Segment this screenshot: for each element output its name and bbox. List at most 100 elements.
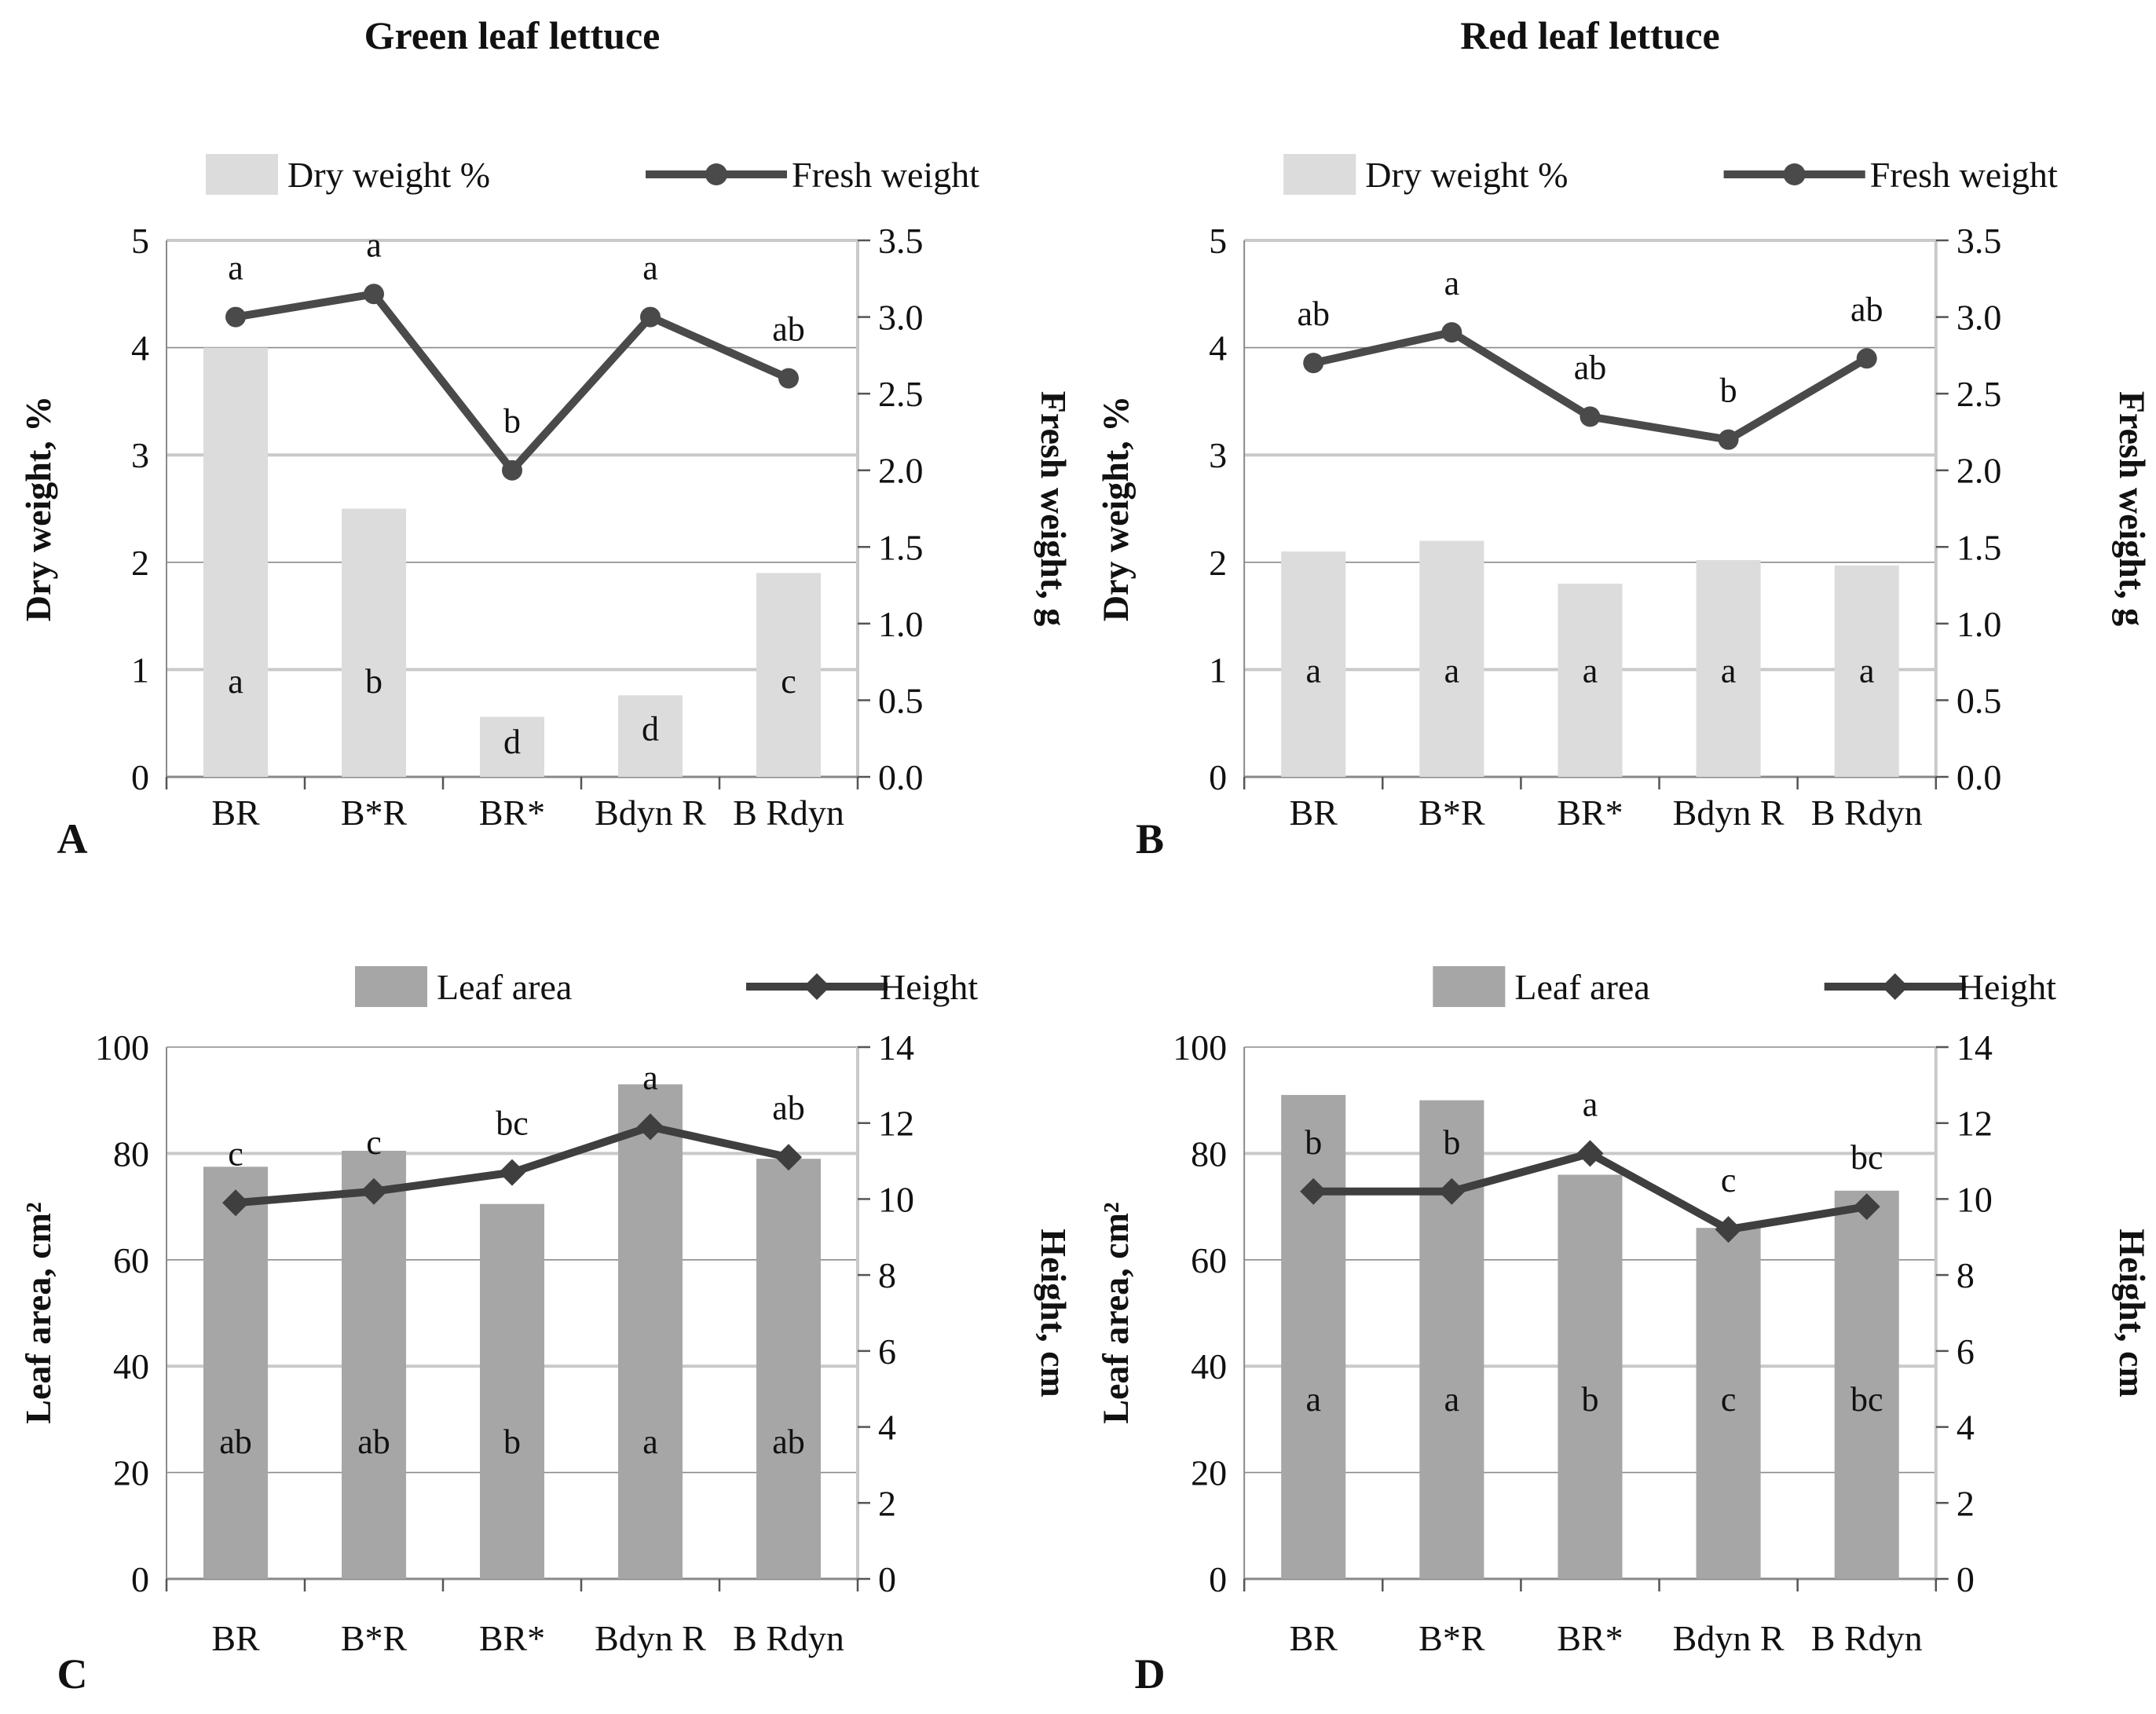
bar xyxy=(756,1159,821,1579)
bar xyxy=(618,1084,683,1579)
left-tick-label: 80 xyxy=(1191,1134,1227,1174)
left-tick-label: 100 xyxy=(1173,1027,1227,1068)
legend-line-marker xyxy=(1783,163,1806,185)
line-marker xyxy=(1438,1177,1466,1205)
left-tick-label: 40 xyxy=(113,1346,149,1386)
right-tick-label: 4 xyxy=(1957,1408,1975,1448)
legend-bar-swatch xyxy=(1283,154,1356,195)
x-category-label: B Rdyn xyxy=(1811,1618,1923,1658)
bar xyxy=(1281,551,1346,777)
line-marker xyxy=(222,1189,249,1217)
right-tick-label: 2.5 xyxy=(878,374,924,414)
line-sig-letter: ab xyxy=(772,310,805,349)
right-tick-label: 3.0 xyxy=(1957,298,2002,338)
left-tick-label: 5 xyxy=(1209,221,1227,261)
line-sig-letter: c xyxy=(366,1123,382,1162)
legend-line-label: Height xyxy=(1958,967,2056,1007)
bar-sig-letter: c xyxy=(781,662,796,701)
legend-line-marker xyxy=(803,973,830,1000)
line-sig-letter: a xyxy=(642,249,658,287)
line-sig-letter: c xyxy=(228,1134,243,1173)
bar-sig-letter: b xyxy=(1581,1380,1598,1419)
left-tick-label: 20 xyxy=(113,1453,149,1493)
right-tick-label: 4 xyxy=(878,1408,896,1448)
right-tick-label: 0.0 xyxy=(878,757,924,797)
right-tick-label: 1.0 xyxy=(878,604,924,644)
line-sig-letter: bc xyxy=(496,1104,529,1143)
chart-B: Red leaf lettuce Dry weight % Fresh weight… xyxy=(1096,13,2152,857)
x-category-label: B*R xyxy=(1418,793,1485,833)
left-tick-label: 0 xyxy=(131,757,149,797)
left-tick-label: 60 xyxy=(1191,1240,1227,1280)
x-category-label: B Rdyn xyxy=(1811,793,1923,833)
legend-bar-label: Leaf area xyxy=(1514,967,1649,1007)
right-tick-label: 2 xyxy=(878,1483,896,1523)
bar xyxy=(1419,1100,1484,1579)
right-tick-label: 3.5 xyxy=(1957,221,2002,261)
right-tick-label: 2.0 xyxy=(878,451,924,491)
x-category-label: BR* xyxy=(1557,1618,1623,1658)
legend-bar-label: Leaf area xyxy=(437,967,572,1007)
bar-series xyxy=(203,1084,821,1579)
bar-sig-letter: a xyxy=(1305,651,1321,690)
bar-series xyxy=(1281,540,1899,777)
right-axis-title: Height, cm xyxy=(1034,1229,1074,1397)
legend-line-marker xyxy=(705,163,727,185)
bar-series xyxy=(1281,1094,1899,1579)
line-sig-letter: ab xyxy=(1574,348,1607,386)
left-tick-label: 1 xyxy=(131,650,149,690)
chart-D: Leaf area Height 0 2 4 6 8 10 12 14 0 20 40 60 80 100 a a… xyxy=(1096,966,2152,1698)
right-tick-label: 2.5 xyxy=(1957,374,2002,414)
line-marker xyxy=(1718,429,1739,450)
left-tick-label: 40 xyxy=(1191,1346,1227,1386)
legend-bar-label: Dry weight % xyxy=(1365,155,1568,195)
bar xyxy=(1419,540,1484,777)
line-series xyxy=(235,289,791,477)
x-category-label: BR xyxy=(211,793,260,833)
right-tick-label: 14 xyxy=(878,1027,914,1068)
right-tick-label: 1.0 xyxy=(1957,604,2002,644)
bar-sig-letter: a xyxy=(228,662,243,701)
right-tick-label: 12 xyxy=(1957,1104,1993,1144)
panel-letter: C xyxy=(57,1650,88,1698)
legend-bar-swatch xyxy=(355,966,427,1007)
x-category-label: B*R xyxy=(341,793,408,833)
right-tick-label: 1.5 xyxy=(1957,527,2002,567)
right-tick-label: 0 xyxy=(878,1559,896,1599)
left-tick-label: 0 xyxy=(131,1559,149,1599)
x-category-label: B Rdyn xyxy=(733,793,844,833)
right-tick-label: 8 xyxy=(878,1255,896,1295)
chart-A: Green leaf lettuce Dry weight % Fresh weig… xyxy=(18,13,1074,857)
bar xyxy=(1696,560,1761,777)
left-tick-label: 2 xyxy=(131,543,149,583)
x-category-label: BR xyxy=(1290,793,1338,833)
left-tick-label: 60 xyxy=(113,1240,149,1280)
legend: Dry weight % Fresh weight xyxy=(1283,154,2058,195)
line-marker xyxy=(1303,353,1324,374)
left-tick-label: 5 xyxy=(131,221,149,261)
line-marker xyxy=(637,1113,664,1141)
panel-letter: B xyxy=(1136,815,1164,857)
bar-sig-letter: a xyxy=(1583,651,1598,690)
line-marker xyxy=(1300,1177,1327,1205)
right-tick-label: 12 xyxy=(878,1104,914,1144)
right-tick-label: 2 xyxy=(1957,1483,1975,1523)
x-category-label: BR* xyxy=(1557,793,1623,833)
bar-sig-letter: ab xyxy=(772,1423,805,1461)
bar xyxy=(1834,1190,1899,1579)
line-marker xyxy=(1856,348,1877,369)
right-axis-title: Fresh weight, g xyxy=(2112,391,2152,626)
right-tick-label: 0.0 xyxy=(1957,757,2002,797)
bar-sig-letter: d xyxy=(642,710,659,749)
x-category-label: BR* xyxy=(479,793,545,833)
x-category-label: Bdyn R xyxy=(595,1618,706,1658)
left-axis-title: Leaf area, cm² xyxy=(18,1202,58,1423)
bar xyxy=(342,1151,406,1579)
bar xyxy=(756,573,821,777)
left-tick-label: 4 xyxy=(131,328,149,368)
right-tick-label: 3.5 xyxy=(878,221,924,261)
line-marker xyxy=(225,306,246,328)
line-sig-letter: a xyxy=(1444,264,1460,302)
gridlines xyxy=(167,239,858,672)
left-axis-title: Dry weight, % xyxy=(18,396,58,621)
